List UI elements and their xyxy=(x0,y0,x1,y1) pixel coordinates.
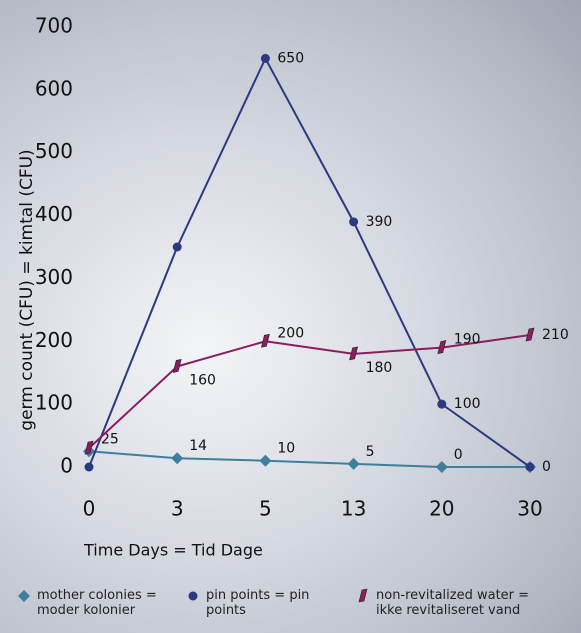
x-tick-label: 20 xyxy=(429,497,454,521)
plot: germ count (CFU) = kimtal (CFU) Time Day… xyxy=(0,0,581,633)
data-label: 14 xyxy=(189,438,207,454)
data-label: 5 xyxy=(366,444,375,460)
legend-swatch xyxy=(18,588,32,604)
data-label: 180 xyxy=(366,360,393,376)
x-tick-label: 3 xyxy=(171,497,184,521)
data-label: 190 xyxy=(454,332,481,348)
legend-label: non-revitalized water = ikke revitaliser… xyxy=(376,588,557,618)
marker xyxy=(348,458,360,470)
x-tick-label: 0 xyxy=(83,497,96,521)
data-label: 160 xyxy=(189,372,216,388)
series-line xyxy=(89,451,530,467)
marker xyxy=(171,452,183,464)
data-label: 650 xyxy=(277,50,304,66)
marker xyxy=(436,461,448,473)
series-line xyxy=(89,335,530,448)
x-tick-label: 5 xyxy=(259,497,272,521)
x-tick-label: 13 xyxy=(341,497,366,521)
data-label: 0 xyxy=(454,447,463,463)
marker xyxy=(173,243,182,252)
legend-marker xyxy=(18,590,30,602)
legend-item: non-revitalized water = ikke revitaliser… xyxy=(357,588,557,618)
y-tick-label: 0 xyxy=(60,454,73,478)
legend-item: pin points = pin points xyxy=(187,588,347,618)
marker xyxy=(349,217,358,226)
y-tick-label: 200 xyxy=(35,328,73,352)
marker xyxy=(437,400,446,409)
data-label: 100 xyxy=(454,396,481,412)
marker xyxy=(526,463,535,472)
data-label: 390 xyxy=(366,214,393,230)
y-tick-label: 700 xyxy=(35,14,73,38)
marker xyxy=(261,54,270,63)
legend-item: mother colonies = moder kolonier xyxy=(18,588,178,618)
legend-swatch xyxy=(187,588,201,604)
y-tick-label: 500 xyxy=(35,139,73,163)
data-label: 10 xyxy=(277,441,295,457)
y-tick-label: 300 xyxy=(35,265,73,289)
data-label: 200 xyxy=(277,325,304,341)
legend-marker xyxy=(359,589,367,602)
x-axis-title: Time Days = Tid Dage xyxy=(83,541,263,560)
legend-marker xyxy=(189,592,198,601)
data-label: 210 xyxy=(542,327,569,343)
y-tick-label: 600 xyxy=(35,76,73,100)
chart: germ count (CFU) = kimtal (CFU) Time Day… xyxy=(0,0,581,633)
marker xyxy=(259,455,271,467)
y-tick-label: 400 xyxy=(35,202,73,226)
data-label: 0 xyxy=(542,459,551,475)
x-tick-label: 30 xyxy=(517,497,542,521)
legend-label: pin points = pin points xyxy=(206,588,347,618)
marker xyxy=(85,463,94,472)
y-tick-label: 100 xyxy=(35,391,73,415)
legend-swatch xyxy=(357,588,371,604)
y-axis-title: germ count (CFU) = kimtal (CFU) xyxy=(17,149,37,430)
legend-label: mother colonies = moder kolonier xyxy=(37,588,178,618)
